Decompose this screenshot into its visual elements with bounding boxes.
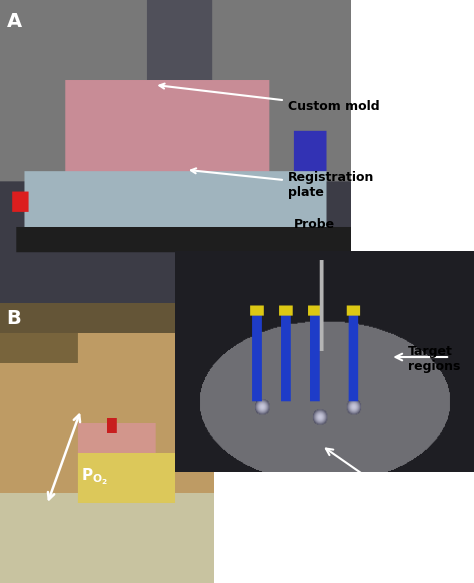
Text: A: A (7, 12, 22, 31)
Text: $\mathbf{P_{O_2}}$: $\mathbf{P_{O_2}}$ (81, 466, 108, 487)
Text: Probe: Probe (294, 218, 335, 231)
Text: Registration
plate: Registration plate (191, 168, 374, 199)
Text: Robot arm: Robot arm (214, 259, 361, 272)
Text: Target
regions: Target regions (408, 345, 460, 373)
Text: Custom mold: Custom mold (159, 83, 379, 113)
Text: B: B (6, 309, 21, 328)
